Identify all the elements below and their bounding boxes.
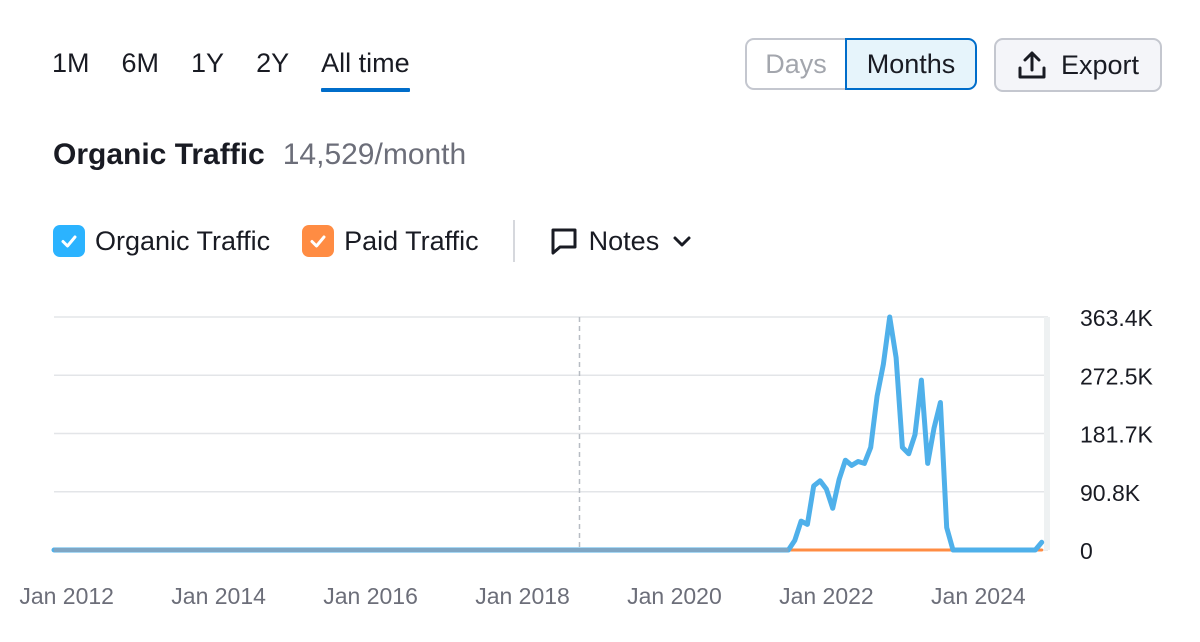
tab-1m[interactable]: 1M <box>52 48 90 78</box>
x-tick-label: Jan 2022 <box>779 583 874 609</box>
y-tick-label: 363.4K <box>1080 305 1154 331</box>
incomplete-data-band <box>1044 317 1050 550</box>
x-tick-label: Jan 2014 <box>171 583 266 609</box>
range-tabs: 1M 6M 1Y 2Y All time <box>52 46 442 92</box>
legend-divider <box>512 220 515 262</box>
check-icon <box>61 235 77 248</box>
y-tick-label: 272.5K <box>1080 363 1154 389</box>
page-title-row: Organic Traffic 14,529/month <box>53 138 466 172</box>
notes-label: Notes <box>588 225 660 256</box>
organic-checkbox[interactable] <box>53 225 85 257</box>
y-tick-label: 0 <box>1080 538 1093 564</box>
x-tick-label: Jan 2018 <box>475 583 570 609</box>
tab-2y[interactable]: 2Y <box>256 48 290 78</box>
check-icon <box>310 235 326 248</box>
notes-dropdown[interactable]: Notes <box>549 226 694 257</box>
legend-paid-label: Paid Traffic <box>344 225 479 256</box>
legend-paid-traffic[interactable]: Paid Traffic <box>302 225 479 257</box>
tab-6m[interactable]: 6M <box>121 48 160 78</box>
traffic-value: 14,529/month <box>282 138 467 171</box>
legend-organic-label: Organic Traffic <box>95 225 271 256</box>
tab-all-time[interactable]: All time <box>321 46 410 92</box>
days-button[interactable]: Days <box>745 38 845 90</box>
upload-icon <box>1018 51 1046 79</box>
legend-organic-traffic[interactable]: Organic Traffic <box>53 225 270 257</box>
page-title: Organic Traffic <box>53 138 265 171</box>
x-tick-label: Jan 2016 <box>323 583 418 609</box>
tab-1y[interactable]: 1Y <box>191 48 225 78</box>
paid-checkbox[interactable] <box>302 225 335 257</box>
granularity-toggle: Days Months <box>745 38 977 90</box>
x-tick-label: Jan 2020 <box>627 583 722 609</box>
y-tick-label: 90.8K <box>1080 480 1141 506</box>
export-button[interactable]: Export <box>994 38 1162 92</box>
y-axis: 0 90.8K 181.7K 272.5K 363.4K <box>1080 305 1154 564</box>
x-axis: Jan 2012 Jan 2014 Jan 2016 Jan 2018 Jan 2020… <box>19 583 1026 609</box>
chevron-down-icon <box>673 236 691 247</box>
organic-traffic-line[interactable] <box>51 314 1045 553</box>
export-label: Export <box>1060 49 1140 80</box>
chart-series <box>51 314 1045 553</box>
x-tick-label: Jan 2012 <box>19 583 114 609</box>
months-button[interactable]: Months <box>845 38 977 90</box>
y-tick-label: 181.7K <box>1080 422 1154 448</box>
x-tick-label: Jan 2024 <box>931 583 1026 609</box>
chart-grid <box>54 316 1048 551</box>
chart-legend: Organic Traffic Paid Traffic Notes <box>53 220 694 262</box>
comment-icon <box>551 228 577 255</box>
